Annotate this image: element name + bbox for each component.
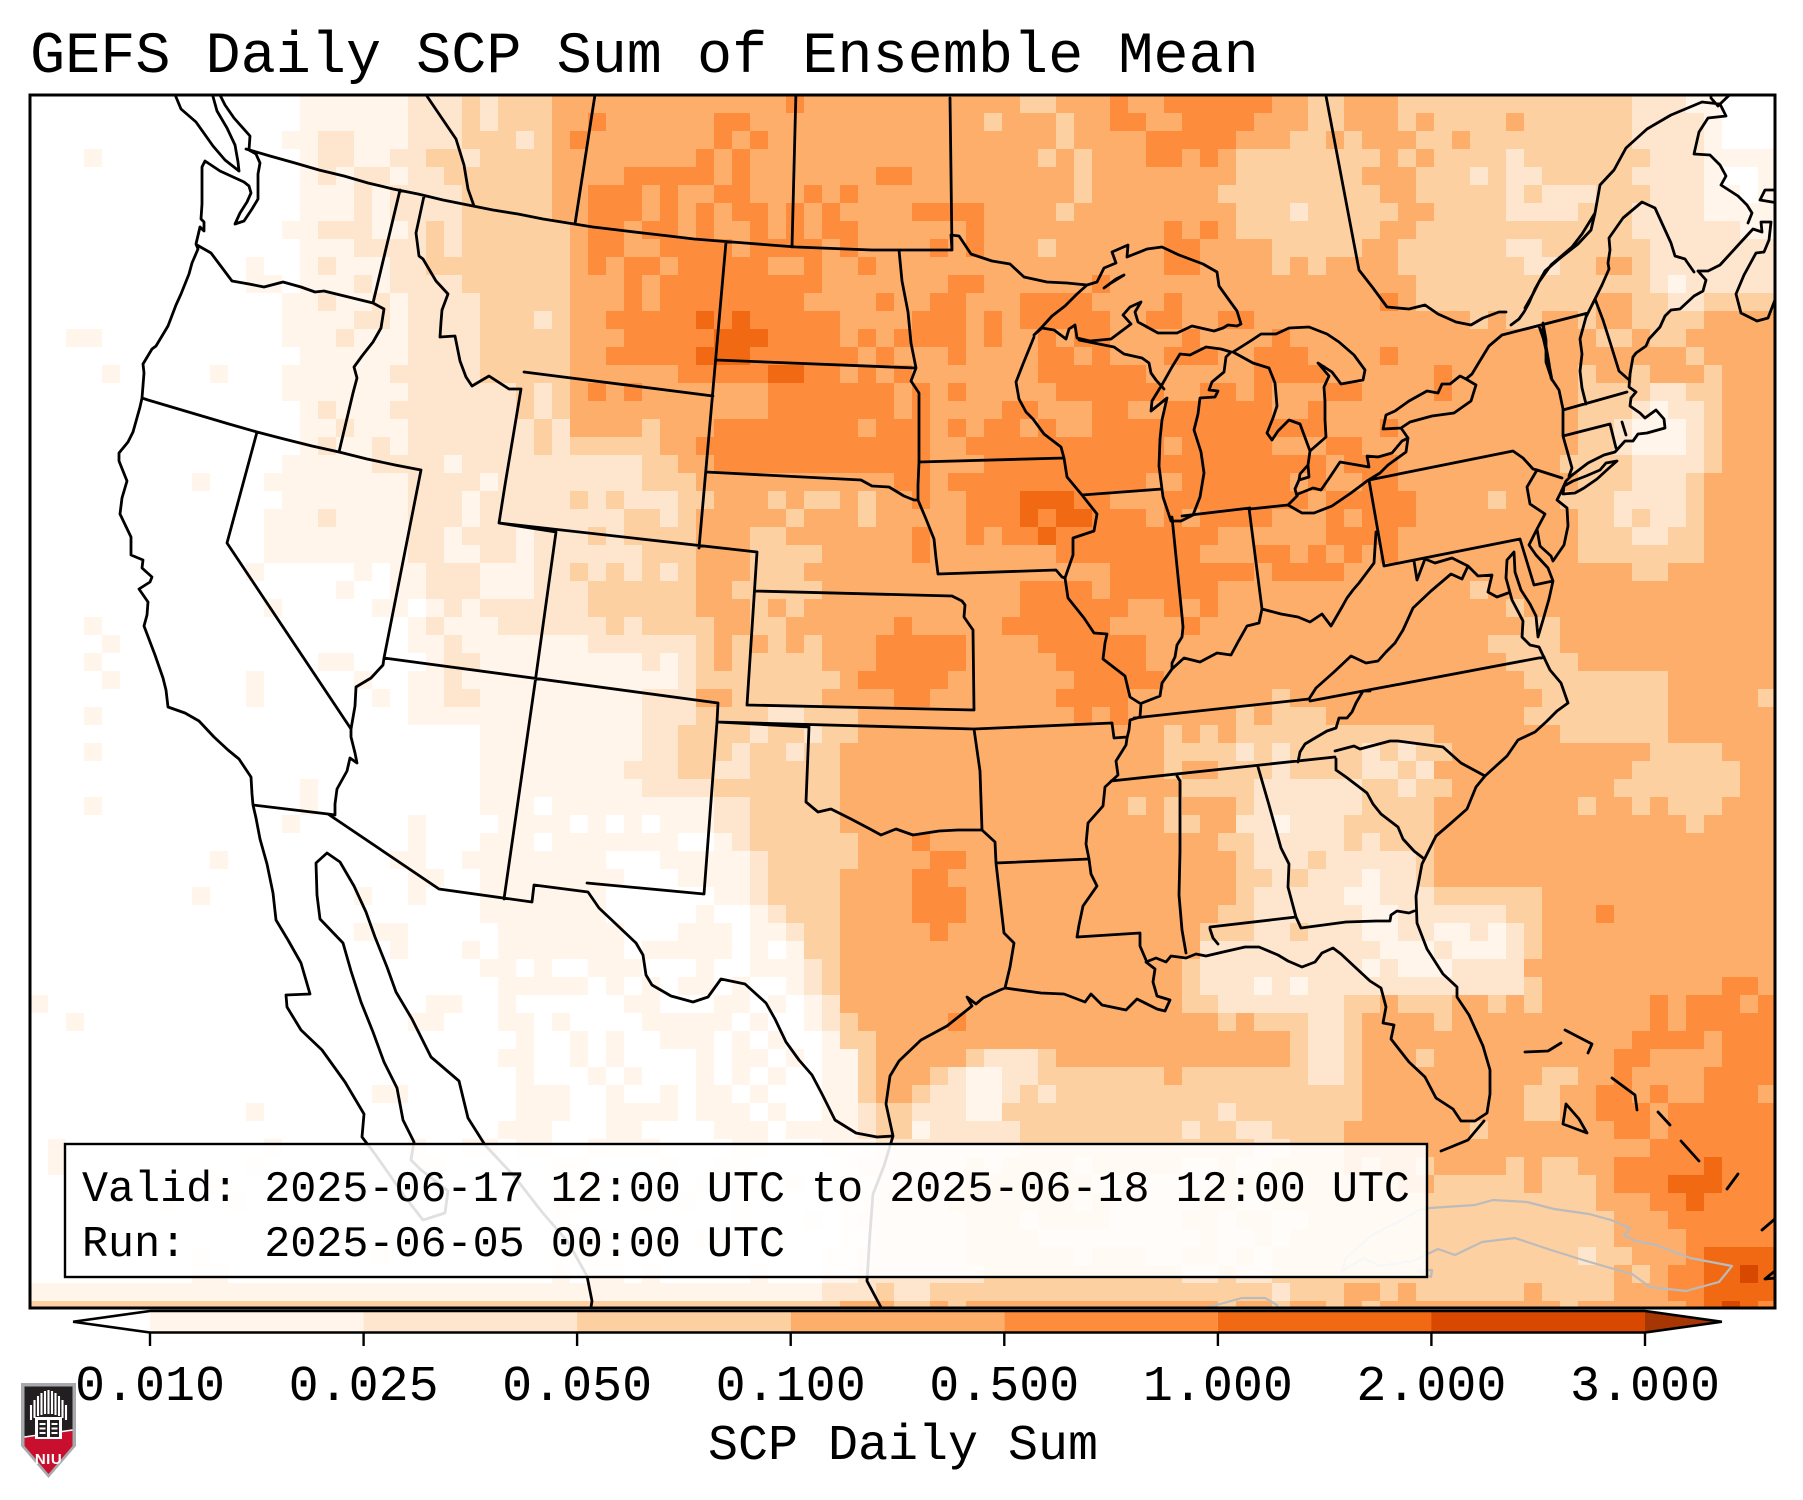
- svg-text:NIU: NIU: [35, 1451, 62, 1468]
- svg-text:1.000: 1.000: [1143, 1359, 1293, 1416]
- svg-text:0.050: 0.050: [502, 1359, 652, 1416]
- svg-text:SCP Daily Sum: SCP Daily Sum: [708, 1418, 1098, 1475]
- svg-text:0.100: 0.100: [716, 1359, 866, 1416]
- svg-text:2.000: 2.000: [1356, 1359, 1506, 1416]
- svg-text:Valid: 2025-06-17 12:00 UTC to: Valid: 2025-06-17 12:00 UTC to 2025-06-1…: [82, 1166, 1410, 1215]
- svg-text:GEFS Daily SCP Sum of Ensemble: GEFS Daily SCP Sum of Ensemble Mean: [30, 23, 1259, 90]
- svg-text:0.500: 0.500: [929, 1359, 1079, 1416]
- svg-text:3.000: 3.000: [1570, 1359, 1720, 1416]
- svg-text:0.010: 0.010: [75, 1359, 225, 1416]
- svg-text:Run: 2025-06-05 00:00 UTC: Run: 2025-06-05 00:00 UTC: [82, 1221, 785, 1270]
- svg-text:0.025: 0.025: [289, 1359, 439, 1416]
